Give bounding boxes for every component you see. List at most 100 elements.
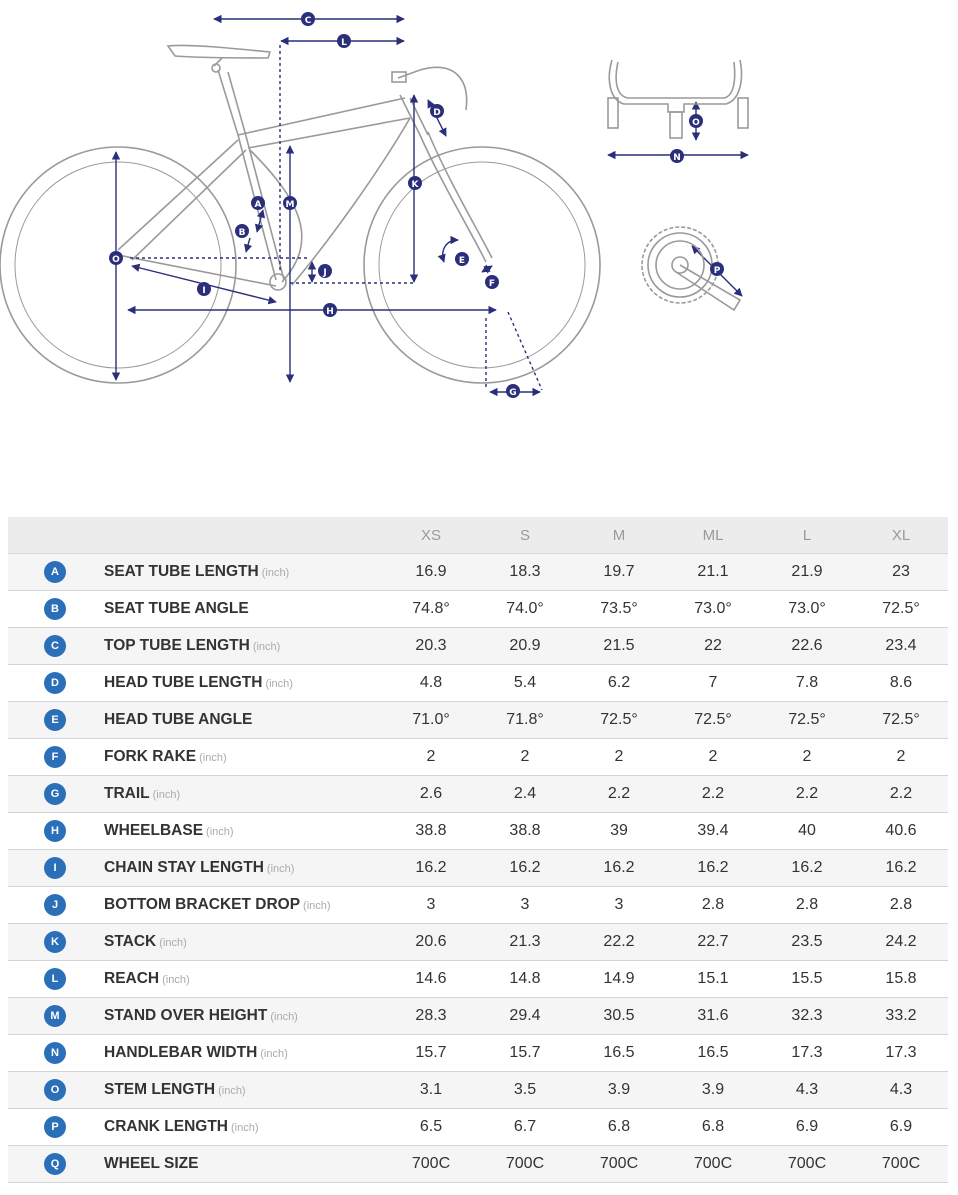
measurement-unit: (inch) [252,641,281,653]
dimension-badges: C L D K M A B O J I H E F G O N P [109,12,724,398]
table-row: M STAND OVER HEIGHT (inch) 28.3 29.4 30.5 31.6… [8,997,948,1035]
measurement-name-cell: TRAIL (inch) [102,775,384,813]
size-value-cell: 30.5 [572,997,666,1035]
svg-text:M: M [286,200,295,210]
size-value-cell: 700C [666,1145,760,1183]
letter-cell: C [8,627,102,665]
svg-text:G: G [509,388,516,398]
measurement-letter-badge: P [44,1116,66,1138]
measurement-unit: (inch) [162,974,190,986]
table-row: P CRANK LENGTH (inch) 6.5 6.7 6.8 6.8 6.9 6.9 [8,1108,948,1146]
table-row: J BOTTOM BRACKET DROP (inch) 3 3 3 2.8 2.8 2.8 [8,886,948,924]
size-value-cell: 38.8 [478,812,572,850]
size-value-cell: 72.5° [572,701,666,739]
size-value-cell: 74.8° [384,590,478,628]
measurement-letter-badge: O [44,1079,66,1101]
measurement-letter-badge: M [44,1005,66,1027]
size-value-cell: 15.7 [384,1034,478,1072]
header-letter-spacer [8,517,102,554]
rear-wheel [0,146,237,384]
size-value-cell: 71.0° [384,701,478,739]
svg-text:C: C [305,16,312,26]
size-value-cell: 20.9 [478,627,572,665]
size-value-cell: 6.9 [854,1108,948,1146]
table-row: D HEAD TUBE LENGTH (inch) 4.8 5.4 6.2 7 7.8 8.6 [8,664,948,702]
measurement-name-cell: FORK RAKE (inch) [102,738,384,776]
measurement-name-cell: STAND OVER HEIGHT (inch) [102,997,384,1035]
size-value-cell: 29.4 [478,997,572,1035]
measurement-name-cell: TOP TUBE LENGTH (inch) [102,627,384,665]
measurement-name: HEAD TUBE ANGLE [104,711,253,728]
size-value-cell: 21.3 [478,923,572,961]
size-value-cell: 17.3 [854,1034,948,1072]
size-header: XL [854,517,948,554]
table-row: G TRAIL (inch) 2.6 2.4 2.2 2.2 2.2 2.2 [8,775,948,813]
measurement-name: STAND OVER HEIGHT [104,1007,268,1024]
letter-cell: I [8,849,102,887]
size-value-cell: 6.8 [572,1108,666,1146]
size-value-cell: 4.8 [384,664,478,702]
size-value-cell: 2.8 [666,886,760,924]
size-value-cell: 2 [384,738,478,776]
svg-text:N: N [673,153,681,163]
svg-text:O: O [692,118,700,128]
measurement-letter-badge: F [44,746,66,768]
geometry-table: XS S M ML L XL A SEAT TUBE LENGTH (inch) 16… [8,517,948,1183]
letter-cell: E [8,701,102,739]
measurement-letter-badge: H [44,820,66,842]
measurement-name-cell: WHEEL SIZE [102,1145,384,1183]
size-value-cell: 16.5 [572,1034,666,1072]
letter-cell: N [8,1034,102,1072]
size-value-cell: 2 [666,738,760,776]
size-value-cell: 39 [572,812,666,850]
svg-text:F: F [489,279,495,289]
svg-text:O: O [112,255,120,265]
size-value-cell: 15.1 [666,960,760,998]
size-header: ML [666,517,760,554]
size-header: S [478,517,572,554]
size-value-cell: 32.3 [760,997,854,1035]
size-header: XS [384,517,478,554]
table-row: C TOP TUBE LENGTH (inch) 20.3 20.9 21.5 22 22.6… [8,627,948,665]
size-value-cell: 74.0° [478,590,572,628]
measurement-name: SEAT TUBE LENGTH [104,563,259,580]
table-row: H WHEELBASE (inch) 38.8 38.8 39 39.4 40 40.6 [8,812,948,850]
size-value-cell: 22.6 [760,627,854,665]
size-value-cell: 7 [666,664,760,702]
measurement-unit: (inch) [206,826,234,838]
letter-cell: B [8,590,102,628]
size-value-cell: 3.1 [384,1071,478,1109]
measurement-unit: (inch) [218,1085,246,1097]
size-value-cell: 14.8 [478,960,572,998]
table-row: A SEAT TUBE LENGTH (inch) 16.9 18.3 19.7 21.1 2… [8,553,948,591]
measurement-letter-badge: N [44,1042,66,1064]
size-value-cell: 38.8 [384,812,478,850]
measurement-name-cell: CRANK LENGTH (inch) [102,1108,384,1146]
bike-frame-drawing [0,44,601,384]
letter-cell: G [8,775,102,813]
size-value-cell: 15.8 [854,960,948,998]
size-value-cell: 17.3 [760,1034,854,1072]
svg-text:D: D [433,108,440,118]
dimension-lines [111,14,749,397]
size-value-cell: 23.4 [854,627,948,665]
letter-cell: F [8,738,102,776]
handlebar-top-view [607,59,749,139]
size-value-cell: 16.2 [666,849,760,887]
size-value-cell: 2.2 [760,775,854,813]
size-value-cell: 21.5 [572,627,666,665]
letter-cell: J [8,886,102,924]
measurement-letter-badge: A [44,561,66,583]
measurement-name-cell: HEAD TUBE LENGTH (inch) [102,664,384,702]
size-value-cell: 33.2 [854,997,948,1035]
measurement-name: REACH [104,970,160,987]
size-value-cell: 22.7 [666,923,760,961]
measurement-letter-badge: E [44,709,66,731]
measurement-unit: (inch) [261,567,290,579]
measurement-name: CHAIN STAY LENGTH [104,859,264,876]
size-value-cell: 3.9 [572,1071,666,1109]
size-value-cell: 3 [572,886,666,924]
size-value-cell: 700C [760,1145,854,1183]
size-value-cell: 19.7 [572,553,666,591]
measurement-letter-badge: C [44,635,66,657]
